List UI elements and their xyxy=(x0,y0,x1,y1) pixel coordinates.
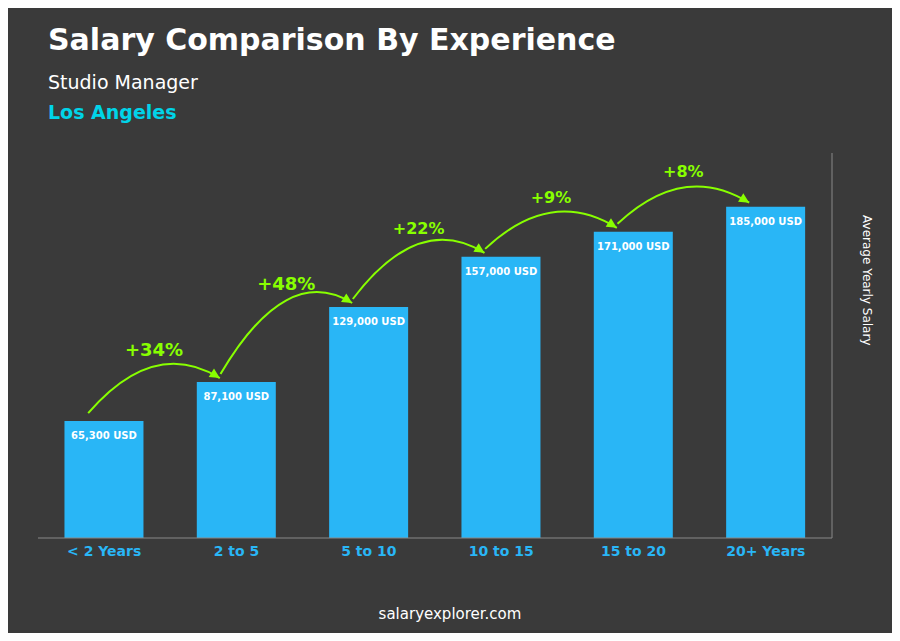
svg-text:20+ Years: 20+ Years xyxy=(726,543,805,559)
svg-text:10 to 15: 10 to 15 xyxy=(469,543,534,559)
svg-text:+22%: +22% xyxy=(393,219,445,238)
html-text:Los Angeles: Los Angeles xyxy=(48,101,177,123)
html-text:Studio Manager: Studio Manager xyxy=(48,71,198,93)
svg-text:157,000 USD: 157,000 USD xyxy=(465,266,538,277)
svg-text:15 to 20: 15 to 20 xyxy=(601,543,666,559)
svg-text:185,000 USD: 185,000 USD xyxy=(729,216,802,227)
svg-text:+48%: +48% xyxy=(257,273,315,294)
svg-text:87,100 USD: 87,100 USD xyxy=(203,391,269,402)
svg-text:5 to 10: 5 to 10 xyxy=(341,543,397,559)
svg-text:65,300 USD: 65,300 USD xyxy=(71,430,137,441)
svg-text:171,000 USD: 171,000 USD xyxy=(597,241,670,252)
svg-text:129,000 USD: 129,000 USD xyxy=(332,316,405,327)
svg-text:Average Yearly Salary: Average Yearly Salary xyxy=(860,215,874,345)
html-text:salaryexplorer.com: salaryexplorer.com xyxy=(378,605,522,623)
svg-text:+34%: +34% xyxy=(125,339,183,360)
svg-text:+8%: +8% xyxy=(663,162,704,181)
html-text:Salary Comparison By Experienc: Salary Comparison By Experience xyxy=(48,22,616,57)
svg-text:< 2 Years: < 2 Years xyxy=(67,543,141,559)
svg-text:+9%: +9% xyxy=(531,188,572,207)
svg-text:2 to 5: 2 to 5 xyxy=(214,543,260,559)
